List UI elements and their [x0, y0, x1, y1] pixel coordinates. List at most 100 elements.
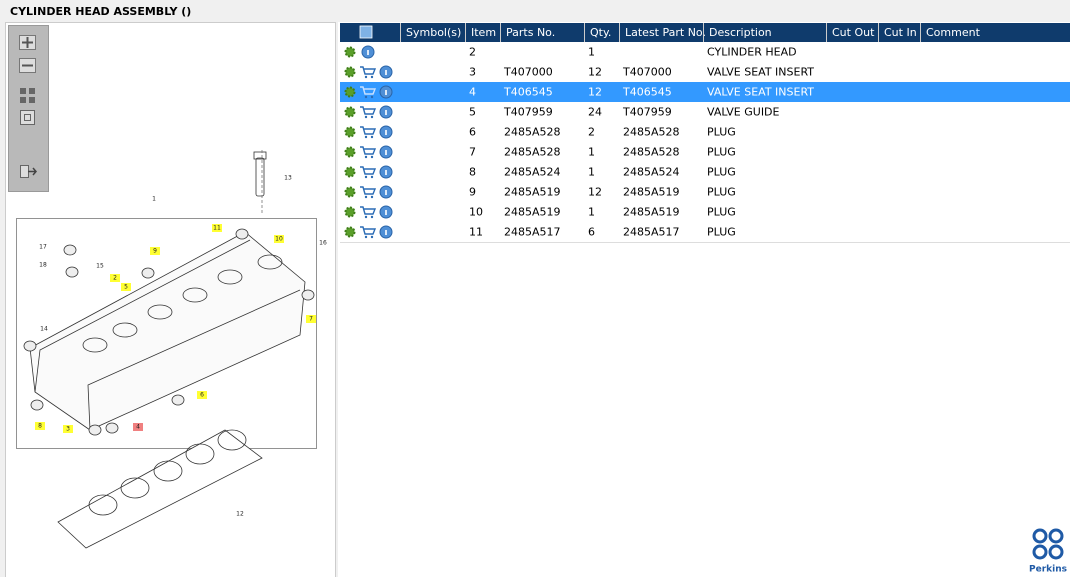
cell: 11 — [469, 226, 483, 239]
row[interactable] — [340, 142, 1070, 162]
cart-icon[interactable] — [360, 146, 377, 155]
zoom-in[interactable] — [19, 35, 36, 50]
row[interactable] — [340, 122, 1070, 142]
callout: 16 — [319, 240, 327, 247]
cell: 2485A519 — [504, 206, 561, 219]
callout-box — [197, 391, 207, 399]
callout-box — [121, 283, 131, 291]
row[interactable] — [340, 42, 1070, 62]
bore — [217, 429, 247, 451]
gear-icon — [344, 226, 356, 238]
row[interactable] — [340, 102, 1070, 122]
cell: 6 — [469, 126, 476, 139]
selected-row[interactable] — [340, 82, 1070, 102]
cell: 10 — [469, 206, 483, 219]
plug — [88, 424, 102, 436]
valve — [147, 304, 173, 320]
cart-wheel — [364, 75, 368, 79]
info-glyph — [385, 70, 387, 75]
parts-table: Symbol(s) Item Parts No. Qty. Latest Part No… — [340, 23, 1070, 243]
fit-all[interactable] — [20, 88, 35, 103]
cart-wheel — [364, 95, 368, 99]
callout: 10 — [275, 236, 283, 243]
cell: 3 — [469, 66, 476, 79]
cart-icon[interactable] — [360, 166, 377, 175]
column-header: Latest Part No. — [625, 26, 706, 39]
cell: T407000 — [622, 66, 672, 79]
cell: 2485A517 — [504, 226, 561, 239]
cart-wheel — [370, 135, 374, 139]
cart-icon[interactable] — [360, 66, 377, 75]
cell: 1 — [588, 146, 595, 159]
cell: PLUG — [707, 146, 736, 159]
callout: 11 — [213, 225, 221, 232]
callout: 12 — [236, 511, 244, 518]
cell: 2485A524 — [504, 166, 561, 179]
cell: 2485A519 — [623, 206, 680, 219]
callout-box — [150, 247, 160, 255]
column-header: Description — [709, 26, 772, 39]
cell: 7 — [469, 146, 476, 159]
column-header: Cut Out — [832, 26, 875, 39]
row[interactable] — [340, 222, 1070, 242]
cell: VALVE SEAT INSERT — [707, 66, 814, 79]
column-header: Qty. — [590, 26, 611, 39]
export[interactable] — [20, 165, 37, 178]
cart-icon[interactable] — [360, 126, 377, 135]
cart-wheel — [364, 175, 368, 179]
column-header: Symbol(s) — [406, 26, 461, 39]
callout: 2 — [113, 275, 117, 282]
bore — [88, 494, 118, 516]
cell: VALVE SEAT INSERT — [707, 86, 814, 99]
row[interactable] — [340, 62, 1070, 82]
cart-wheel — [370, 215, 374, 219]
plug — [30, 399, 44, 411]
cell: 5 — [469, 106, 476, 119]
callout: 7 — [309, 316, 313, 323]
valve — [217, 269, 243, 285]
gear-icon — [344, 206, 356, 218]
cart-icon[interactable] — [360, 206, 377, 215]
gear-icon — [344, 146, 356, 158]
cart-icon[interactable] — [360, 86, 377, 95]
column-header: Cut In — [884, 26, 917, 39]
callout: 18 — [39, 262, 47, 269]
cell: VALVE GUIDE — [707, 106, 780, 119]
cell: 2 — [588, 126, 595, 139]
logo-text: Perkins — [1029, 565, 1067, 575]
bore — [120, 477, 150, 499]
exploded-view — [16, 150, 317, 549]
plug — [65, 266, 79, 278]
callout-box — [63, 425, 73, 433]
cart-wheel — [370, 95, 374, 99]
cart-wheel — [370, 115, 374, 119]
search-icon — [359, 25, 373, 39]
callout: 1 — [152, 196, 156, 203]
plug — [235, 228, 249, 240]
cell: 2485A528 — [623, 146, 680, 159]
info-glyph — [385, 230, 387, 235]
table-header — [340, 23, 1070, 42]
gear-icon — [344, 66, 356, 78]
cart-icon[interactable] — [360, 106, 377, 115]
cell: T407959 — [622, 106, 672, 119]
callout-box — [133, 423, 143, 431]
cart-icon[interactable] — [360, 226, 377, 235]
cell: PLUG — [707, 226, 736, 239]
info-glyph — [385, 130, 387, 135]
cell: 2485A528 — [504, 146, 561, 159]
cell: T407959 — [503, 106, 553, 119]
gear-icon — [344, 86, 356, 98]
fit-window[interactable] — [20, 110, 35, 125]
cell: 2485A519 — [623, 186, 680, 199]
cell: 2485A528 — [504, 126, 561, 139]
row[interactable] — [340, 162, 1070, 182]
row[interactable] — [340, 182, 1070, 202]
info-glyph — [385, 90, 387, 95]
cart-icon[interactable] — [360, 186, 377, 195]
zoom-out[interactable] — [19, 58, 36, 73]
title-bar — [0, 0, 1070, 22]
row[interactable] — [340, 202, 1070, 222]
